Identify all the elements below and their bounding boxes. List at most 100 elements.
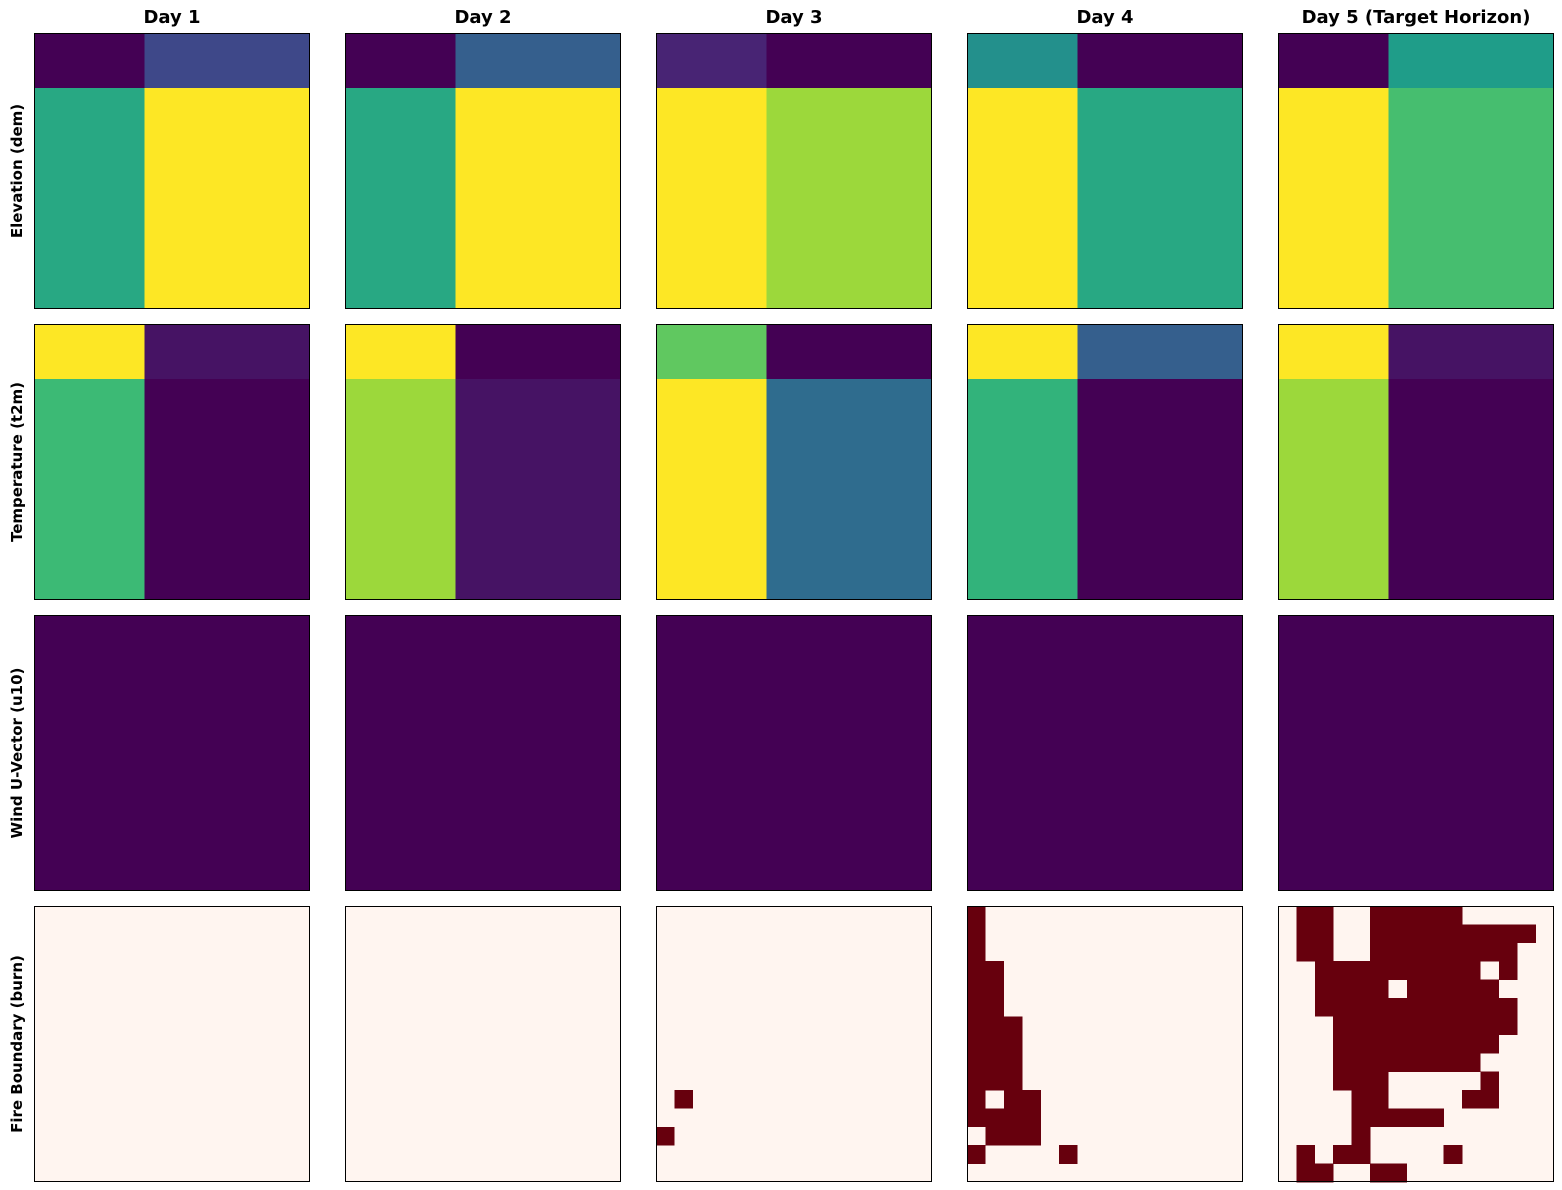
panel-r4-c4-burn-cell [967,942,986,962]
panel-r4-c4-burn-cell [1003,1108,1023,1128]
panel-r4-c5-burn-cell [1370,1053,1389,1072]
panel-r4-c5-burn-cell [1462,942,1481,962]
panel-r4-c5-burn-cell [1296,1163,1316,1183]
panel-r4-c2-frame [345,906,621,1182]
panel-r4-c5-burn-cell [1480,924,1500,944]
panel-r4-c4-burn-cell [985,1034,1005,1054]
panel-r4-c5-burn-cell [1406,906,1426,925]
panel-r4-c5-burn-cell [1351,1108,1371,1128]
panel-r3-c1-block-bottom-right [144,670,310,891]
panel-r4-c5-burn-cell [1443,1145,1463,1164]
panel-r4-c5-burn-cell [1406,1016,1426,1036]
panel-r1-c4-block-top-right [1077,33,1243,89]
panel-r3-c5-block-top-left [1278,615,1389,671]
panel-r4-c5-burn-cell [1388,1053,1408,1072]
panel-r2-c2-block-top-left [345,324,456,380]
panel-r4-c5-burn-cell [1480,1016,1500,1036]
panel-r3-c1-frame [34,615,310,891]
panel-r1-c4-frame [967,33,1243,309]
panel-r2-c3-block-bottom-left [656,379,767,600]
panel-r4-c5-burn-cell [1370,1090,1389,1109]
panel-r4-c4-burn-cell [967,961,986,980]
panel-r1-c2-block-top-right [455,33,621,89]
panel-r4-c5-burn-cell [1425,1108,1444,1128]
panel-r4-c5-burn-cell [1333,1145,1352,1164]
panel-r3-c5-block-bottom-right [1388,670,1554,891]
panel-r4-c5-burn-cell [1443,1016,1463,1036]
panel-r4-c5-burn-cell [1333,979,1352,999]
panel-r2-c5-block-bottom-left [1278,379,1389,600]
panel-r3-c4-block-bottom-right [1077,670,1243,891]
panel-r4-c3-background [656,906,932,1182]
panel-r1-c5-block-bottom-right [1388,88,1554,309]
panel-r4-c5-burn-cell [1498,998,1518,1017]
panel-r4-c5-burn-cell [1351,1053,1371,1072]
panel-r4-c5-burn-cell [1480,1071,1500,1091]
panel-r4-c5-burn-cell [1370,942,1389,962]
panel-r4-c5-burn-cell [1425,1016,1444,1036]
panel-r3-c2-block-top-left [345,615,456,671]
panel-r4-c5-burn-cell [1498,961,1518,980]
panel-r2-c2-block-bottom-left [345,379,456,600]
panel-r4-c4-burn-cell [1003,1090,1023,1109]
panel-r2-c2-block-top-right [455,324,621,380]
panel-r4-c5-burn-cell [1443,906,1463,925]
panel-r4-c5-burn-cell [1333,998,1352,1017]
panel-r4-c5-burn-cell [1425,961,1444,980]
panel-r4-c5-burn-cell [1351,961,1371,980]
panel-r4-c4-burn-cell [1022,1108,1041,1128]
panel-r4-c5-burn-cell [1370,979,1389,999]
panel-r4-c4-burn-cell [1022,1090,1041,1109]
panel-r1-c5-block-bottom-left [1278,88,1389,309]
panel-r4-c5-burn-cell [1480,942,1500,962]
panel-r4-c4-burn-cell [967,1034,986,1054]
panel-r4-c5-burn-cell [1462,1016,1481,1036]
panel-r4-c5-burn-cell [1333,1071,1352,1091]
panel-r4-c4-burn-cell [985,1016,1005,1036]
panel-r1-c3-block-bottom-left [656,88,767,309]
panel-r4-c5-burn-cell [1480,979,1500,999]
panel-r4-c5-burn-cell [1370,906,1389,925]
panel-r4-c5-burn-cell [1462,924,1481,944]
panel-r2-c1-block-bottom-right [144,379,310,600]
panel-r4-c5-burn-cell [1443,942,1463,962]
panel-r4-c5-burn-cell [1462,961,1481,980]
panel-r4-c5-burn-cell [1296,942,1316,962]
panel-r4-c4-burn-cell [967,906,986,925]
panel-r4-c5-burn-cell [1314,979,1334,999]
panel-r4-c5-burn-cell [1296,1145,1316,1164]
panel-r4-c5-burn-cell [1388,924,1408,944]
panel-r2-c3-block-bottom-right [766,379,932,600]
panel-r3-c1-block-bottom-left [34,670,145,891]
panel-r4-c5-burn-cell [1351,1145,1371,1164]
panel-r1-c3-block-top-left [656,33,767,89]
panel-r4-c4-burn-cell [967,1016,986,1036]
column-title-day-5: Day 5 (Target Horizon) [1301,7,1531,28]
panel-r4-c4-burn-cell [967,1071,986,1091]
panel-r1-c4-block-bottom-right [1077,88,1243,309]
column-title-day-4: Day 4 [1076,7,1134,28]
panel-r2-c5-block-top-right [1388,324,1554,380]
panel-r3-c2-block-bottom-right [455,670,621,891]
panel-r4-c4-burn-cell [967,924,986,944]
panel-r4-c4-burn-cell [985,1053,1005,1072]
panel-r4-c5-burn-cell [1425,942,1444,962]
panel-r4-c5-burn-cell [1406,1034,1426,1054]
panel-r4-c5-burn-cell [1425,979,1444,999]
panel-r4-c4-burn-cell [1003,1016,1023,1036]
panel-r3-c3-block-top-left [656,615,767,671]
panel-r4-c5-burn-cell [1498,942,1518,962]
panel-r4-c4-burn-cell [967,979,986,999]
panel-r4-c4-burn-cell [967,1090,986,1109]
panel-r4-c3-frame [656,906,932,1182]
panel-r1-c3-frame [656,33,932,309]
panel-r2-c1-block-bottom-left [34,379,145,600]
column-title-day-1: Day 1 [143,7,201,28]
panel-r4-c5-burn-cell [1351,1090,1371,1109]
panel-r3-c4-block-top-right [1077,615,1243,671]
panel-r2-c4-frame [967,324,1243,600]
panel-r1-c2-block-bottom-left [345,88,456,309]
panel-r4-c5-burn-cell [1406,1108,1426,1128]
panel-r2-c4-block-bottom-right [1077,379,1243,600]
panel-r3-c1-block-top-right [144,615,310,671]
